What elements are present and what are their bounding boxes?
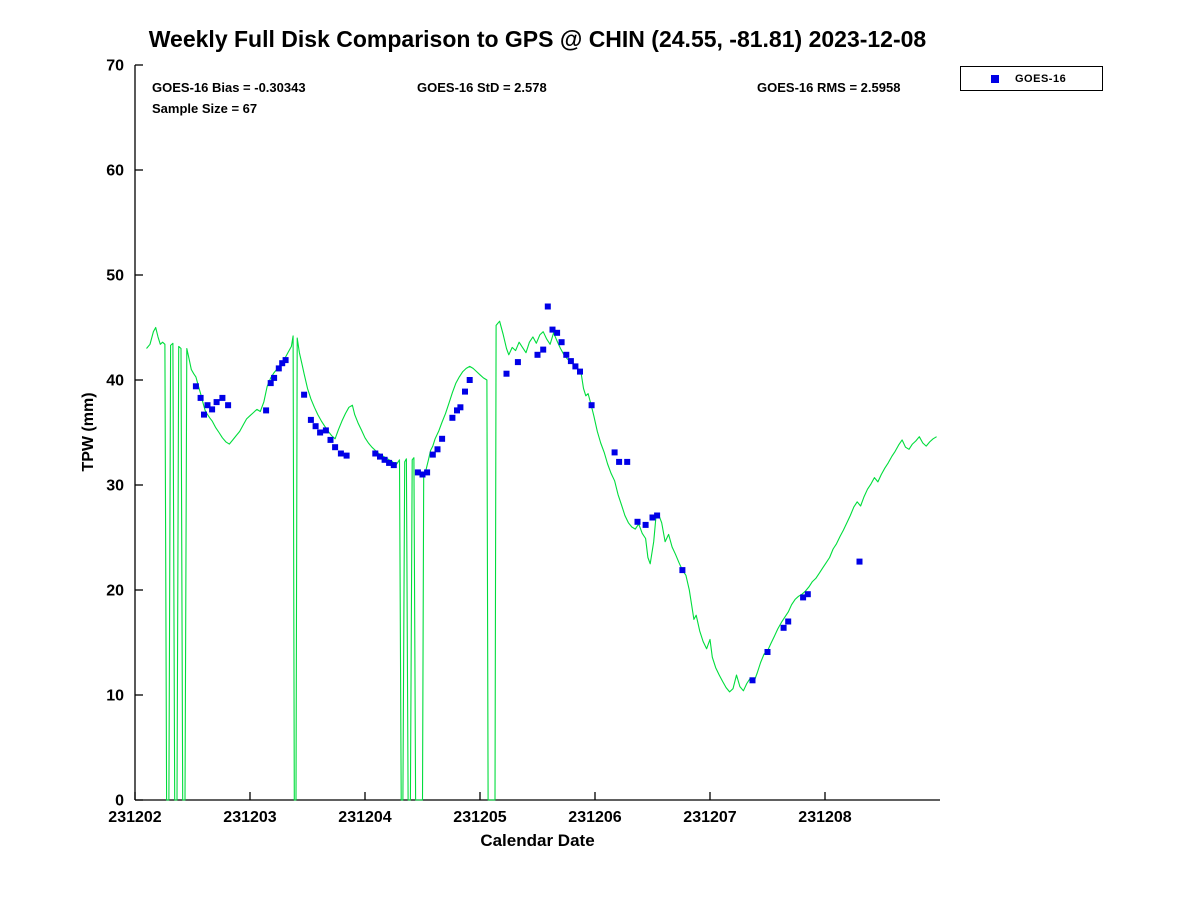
goes16-data-point — [804, 591, 811, 598]
y-tick-label: 40 — [106, 373, 124, 390]
y-axis-label: TPW (mm) — [80, 392, 97, 472]
goes16-data-point — [322, 427, 329, 434]
goes16-data-point — [197, 394, 204, 401]
goes16-data-point — [282, 357, 289, 364]
goes16-data-point — [503, 370, 510, 377]
x-tick-label: 231206 — [568, 809, 621, 826]
goes16-data-point — [377, 453, 383, 460]
chart-title: Weekly Full Disk Comparison to GPS @ CHI… — [148, 26, 927, 52]
stat-bias: GOES-16 Bias = -0.30343 — [152, 80, 306, 95]
goes16-data-point — [624, 458, 631, 465]
goes16-data-point — [317, 429, 324, 436]
x-tick-label: 231204 — [338, 809, 391, 826]
stat-std: GOES-16 StD = 2.578 — [417, 80, 547, 95]
goes16-data-point — [567, 358, 574, 365]
x-tick-label: 231208 — [798, 809, 851, 826]
goes16-data-point — [275, 365, 282, 372]
goes16-data-point — [307, 416, 314, 423]
goes16-data-point — [563, 351, 570, 358]
goes16-data-point — [209, 406, 216, 413]
goes16-data-point — [390, 462, 397, 469]
y-tick-label: 10 — [106, 688, 124, 705]
goes16-data-point — [540, 346, 547, 353]
y-tick-label: 60 — [106, 163, 124, 180]
y-tick-label: 0 — [115, 793, 124, 810]
goes16-data-point — [588, 402, 595, 409]
goes16-data-point — [549, 326, 556, 333]
goes16-data-point — [449, 414, 456, 421]
goes16-data-point — [225, 402, 232, 409]
goes16-data-point — [454, 407, 460, 414]
legend: GOES-16 — [960, 66, 1103, 91]
goes16-data-point — [414, 469, 421, 476]
goes16-data-point — [616, 458, 623, 465]
goes16-data-point — [204, 402, 211, 409]
goes16-data-point — [192, 383, 199, 390]
goes16-data-point — [462, 388, 468, 395]
stat-sample-size: Sample Size = 67 — [152, 101, 258, 116]
y-tick-label: 30 — [106, 478, 124, 495]
goes16-data-point — [800, 594, 807, 601]
goes16-data-point — [642, 521, 649, 528]
goes16-data-point — [271, 374, 278, 381]
goes16-data-point — [429, 451, 436, 458]
y-tick-label: 50 — [106, 268, 124, 285]
goes16-data-point — [649, 514, 656, 521]
goes16-data-point — [785, 618, 792, 625]
goes16-data-point — [327, 436, 334, 443]
x-tick-label: 231203 — [223, 809, 276, 826]
goes16-data-point — [372, 450, 379, 457]
goes16-data-point — [572, 363, 579, 370]
goes16-data-point — [213, 399, 220, 406]
goes16-data-point — [764, 649, 771, 655]
goes16-data-point — [332, 444, 339, 451]
goes16-data-point — [386, 459, 393, 466]
x-tick-label: 231205 — [453, 809, 506, 826]
legend-label: GOES-16 — [1015, 72, 1067, 85]
goes16-data-point — [466, 377, 473, 383]
goes16-data-point — [749, 677, 756, 684]
goes16-data-point — [780, 624, 787, 631]
goes16-data-point — [312, 423, 319, 430]
goes16-data-point — [381, 456, 388, 463]
goes16-data-point — [577, 368, 583, 375]
goes16-data-point — [219, 394, 226, 401]
goes16-data-point — [654, 512, 661, 519]
y-tick-label: 20 — [106, 583, 124, 600]
goes16-data-point — [856, 558, 863, 565]
goes16-data-point — [267, 380, 274, 387]
x-tick-label: 231207 — [683, 809, 736, 826]
x-axis-label: Calendar Date — [480, 831, 595, 850]
goes16-data-point — [554, 329, 561, 336]
goes16-data-point — [343, 452, 350, 459]
legend-marker-square-icon — [991, 74, 999, 83]
goes16-data-point — [201, 411, 207, 418]
goes16-data-point — [301, 391, 308, 398]
goes16-data-point — [439, 435, 446, 442]
x-tick-label: 231202 — [108, 809, 161, 826]
stat-rms: GOES-16 RMS = 2.5958 — [757, 80, 901, 95]
goes16-data-point — [558, 339, 565, 346]
goes16-data-point — [611, 449, 618, 456]
goes16-data-point — [514, 359, 521, 366]
goes16-data-point — [337, 450, 344, 457]
goes16-data-point — [457, 404, 464, 411]
goes16-data-point — [679, 567, 686, 574]
y-tick-label: 70 — [106, 58, 124, 75]
goes16-data-point — [544, 303, 551, 310]
goes16-data-point — [419, 471, 426, 478]
gps-line-series — [146, 320, 937, 801]
goes16-data-point — [434, 446, 441, 453]
goes16-data-point — [279, 360, 286, 367]
goes16-data-point — [263, 407, 270, 414]
goes16-data-point — [634, 518, 641, 525]
goes16-data-point — [424, 469, 431, 476]
goes16-data-point — [534, 351, 541, 358]
